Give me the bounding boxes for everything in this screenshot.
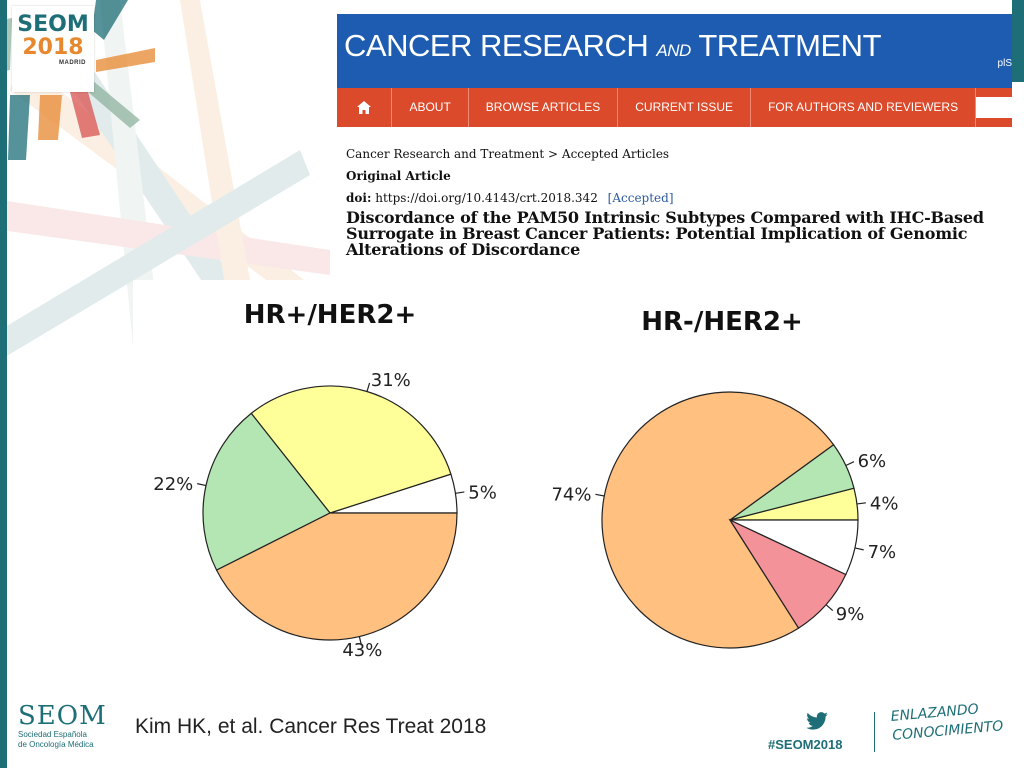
logo-seom-text: SEOM bbox=[17, 12, 89, 37]
slice-label-tick bbox=[366, 382, 371, 392]
slice-label: 9% bbox=[836, 604, 865, 625]
logo-year-text: 2018 bbox=[22, 35, 84, 60]
twitter-icon bbox=[806, 712, 828, 730]
nav-home-button[interactable] bbox=[337, 88, 393, 127]
pie-slice bbox=[250, 385, 452, 514]
right-accent-bar bbox=[1012, 0, 1024, 82]
slice-label-tick bbox=[455, 491, 465, 494]
left-accent-bar bbox=[0, 0, 7, 768]
pie-slice bbox=[601, 391, 835, 649]
article-title-line: Alterations of Discordance bbox=[346, 240, 581, 259]
doi-label: doi: bbox=[346, 191, 372, 205]
doi-value[interactable]: https://doi.org/10.4143/crt.2018.342 bbox=[375, 191, 598, 205]
slice-label: 74% bbox=[551, 485, 591, 506]
breadcrumb: Cancer Research and Treatment > Accepted… bbox=[346, 147, 670, 161]
footer-divider bbox=[874, 712, 875, 752]
slice-label: 6% bbox=[858, 451, 887, 472]
footer-logo-sub: Sociedad Española bbox=[18, 730, 87, 739]
status-badge: [Accepted] bbox=[607, 191, 674, 205]
seom-2018-logo: SEOM 2018 MADRID bbox=[12, 6, 94, 92]
citation: Kim HK, et al. Cancer Res Treat 2018 bbox=[135, 715, 487, 738]
article-title-line: Surrogate in Breast Cancer Patients: Pot… bbox=[346, 224, 968, 243]
article-title: Discordance of the PAM50 Intrinsic Subty… bbox=[346, 210, 1016, 258]
journal-title-end: TREATMENT bbox=[698, 28, 882, 63]
nav-current-issue[interactable]: CURRENT ISSUE bbox=[618, 88, 752, 127]
nav-authors-reviewers[interactable]: FOR AUTHORS AND REVIEWERS bbox=[751, 88, 977, 127]
chart-panel: HR+/HER2+ 5% 31% 22% 43% HR-/HER2+ 4% 6% 74% 9% 7% bbox=[133, 280, 1013, 690]
article-title-line: Discordance of the PAM50 Intrinsic Subty… bbox=[346, 208, 984, 227]
footer-logo-sub: de Oncología Médica bbox=[18, 740, 94, 749]
pie-slice bbox=[215, 512, 458, 641]
chart-title: HR+/HER2+ bbox=[244, 300, 416, 330]
slice-label: 7% bbox=[868, 542, 897, 563]
nav-search-box[interactable] bbox=[976, 97, 1012, 118]
journal-header: CANCER RESEARCH AND TREATMENT plS bbox=[337, 14, 1012, 88]
slice-label: 4% bbox=[870, 493, 899, 514]
chart-title: HR-/HER2+ bbox=[641, 307, 802, 337]
slice-label-tick bbox=[595, 493, 605, 497]
doi-line: doi: https://doi.org/10.4143/crt.2018.34… bbox=[346, 190, 1016, 207]
nav-browse-articles[interactable]: BROWSE ARTICLES bbox=[469, 88, 619, 127]
journal-title-and: AND bbox=[656, 41, 691, 60]
logo-city-text: MADRID bbox=[59, 60, 86, 66]
journal-title-main: CANCER RESEARCH bbox=[344, 28, 649, 63]
slice-label-tick bbox=[358, 636, 363, 646]
slice-label-tick bbox=[825, 604, 834, 612]
hashtag: #SEOM2018 bbox=[768, 737, 843, 752]
slice-label: 5% bbox=[468, 482, 497, 503]
slice-label-tick bbox=[197, 483, 207, 487]
journal-title: CANCER RESEARCH AND TREATMENT bbox=[344, 28, 882, 64]
footer-seom-logo: SEOM Sociedad Española de Oncología Médi… bbox=[18, 702, 113, 750]
slice-label-tick bbox=[845, 461, 855, 467]
slice-label-tick bbox=[854, 547, 864, 551]
article-info: Cancer Research and Treatment > Accepted… bbox=[346, 146, 1016, 258]
pie-charts: HR+/HER2+ 5% 31% 22% 43% HR-/HER2+ 4% 6% 74% 9% 7% bbox=[153, 300, 899, 661]
pie-slice bbox=[202, 412, 331, 571]
slice-label: 31% bbox=[371, 370, 411, 391]
article-type: Original Article bbox=[346, 169, 451, 183]
footer-logo-name: SEOM bbox=[18, 701, 107, 731]
slice-label: 43% bbox=[342, 640, 382, 661]
home-icon bbox=[357, 101, 372, 114]
slice-label-tick bbox=[856, 502, 866, 505]
slice-label: 22% bbox=[153, 474, 193, 495]
journal-corner-text: plS bbox=[997, 58, 1012, 69]
journal-nav: ABOUT BROWSE ARTICLES CURRENT ISSUE FOR … bbox=[337, 88, 1012, 127]
nav-about[interactable]: ABOUT bbox=[392, 88, 469, 127]
